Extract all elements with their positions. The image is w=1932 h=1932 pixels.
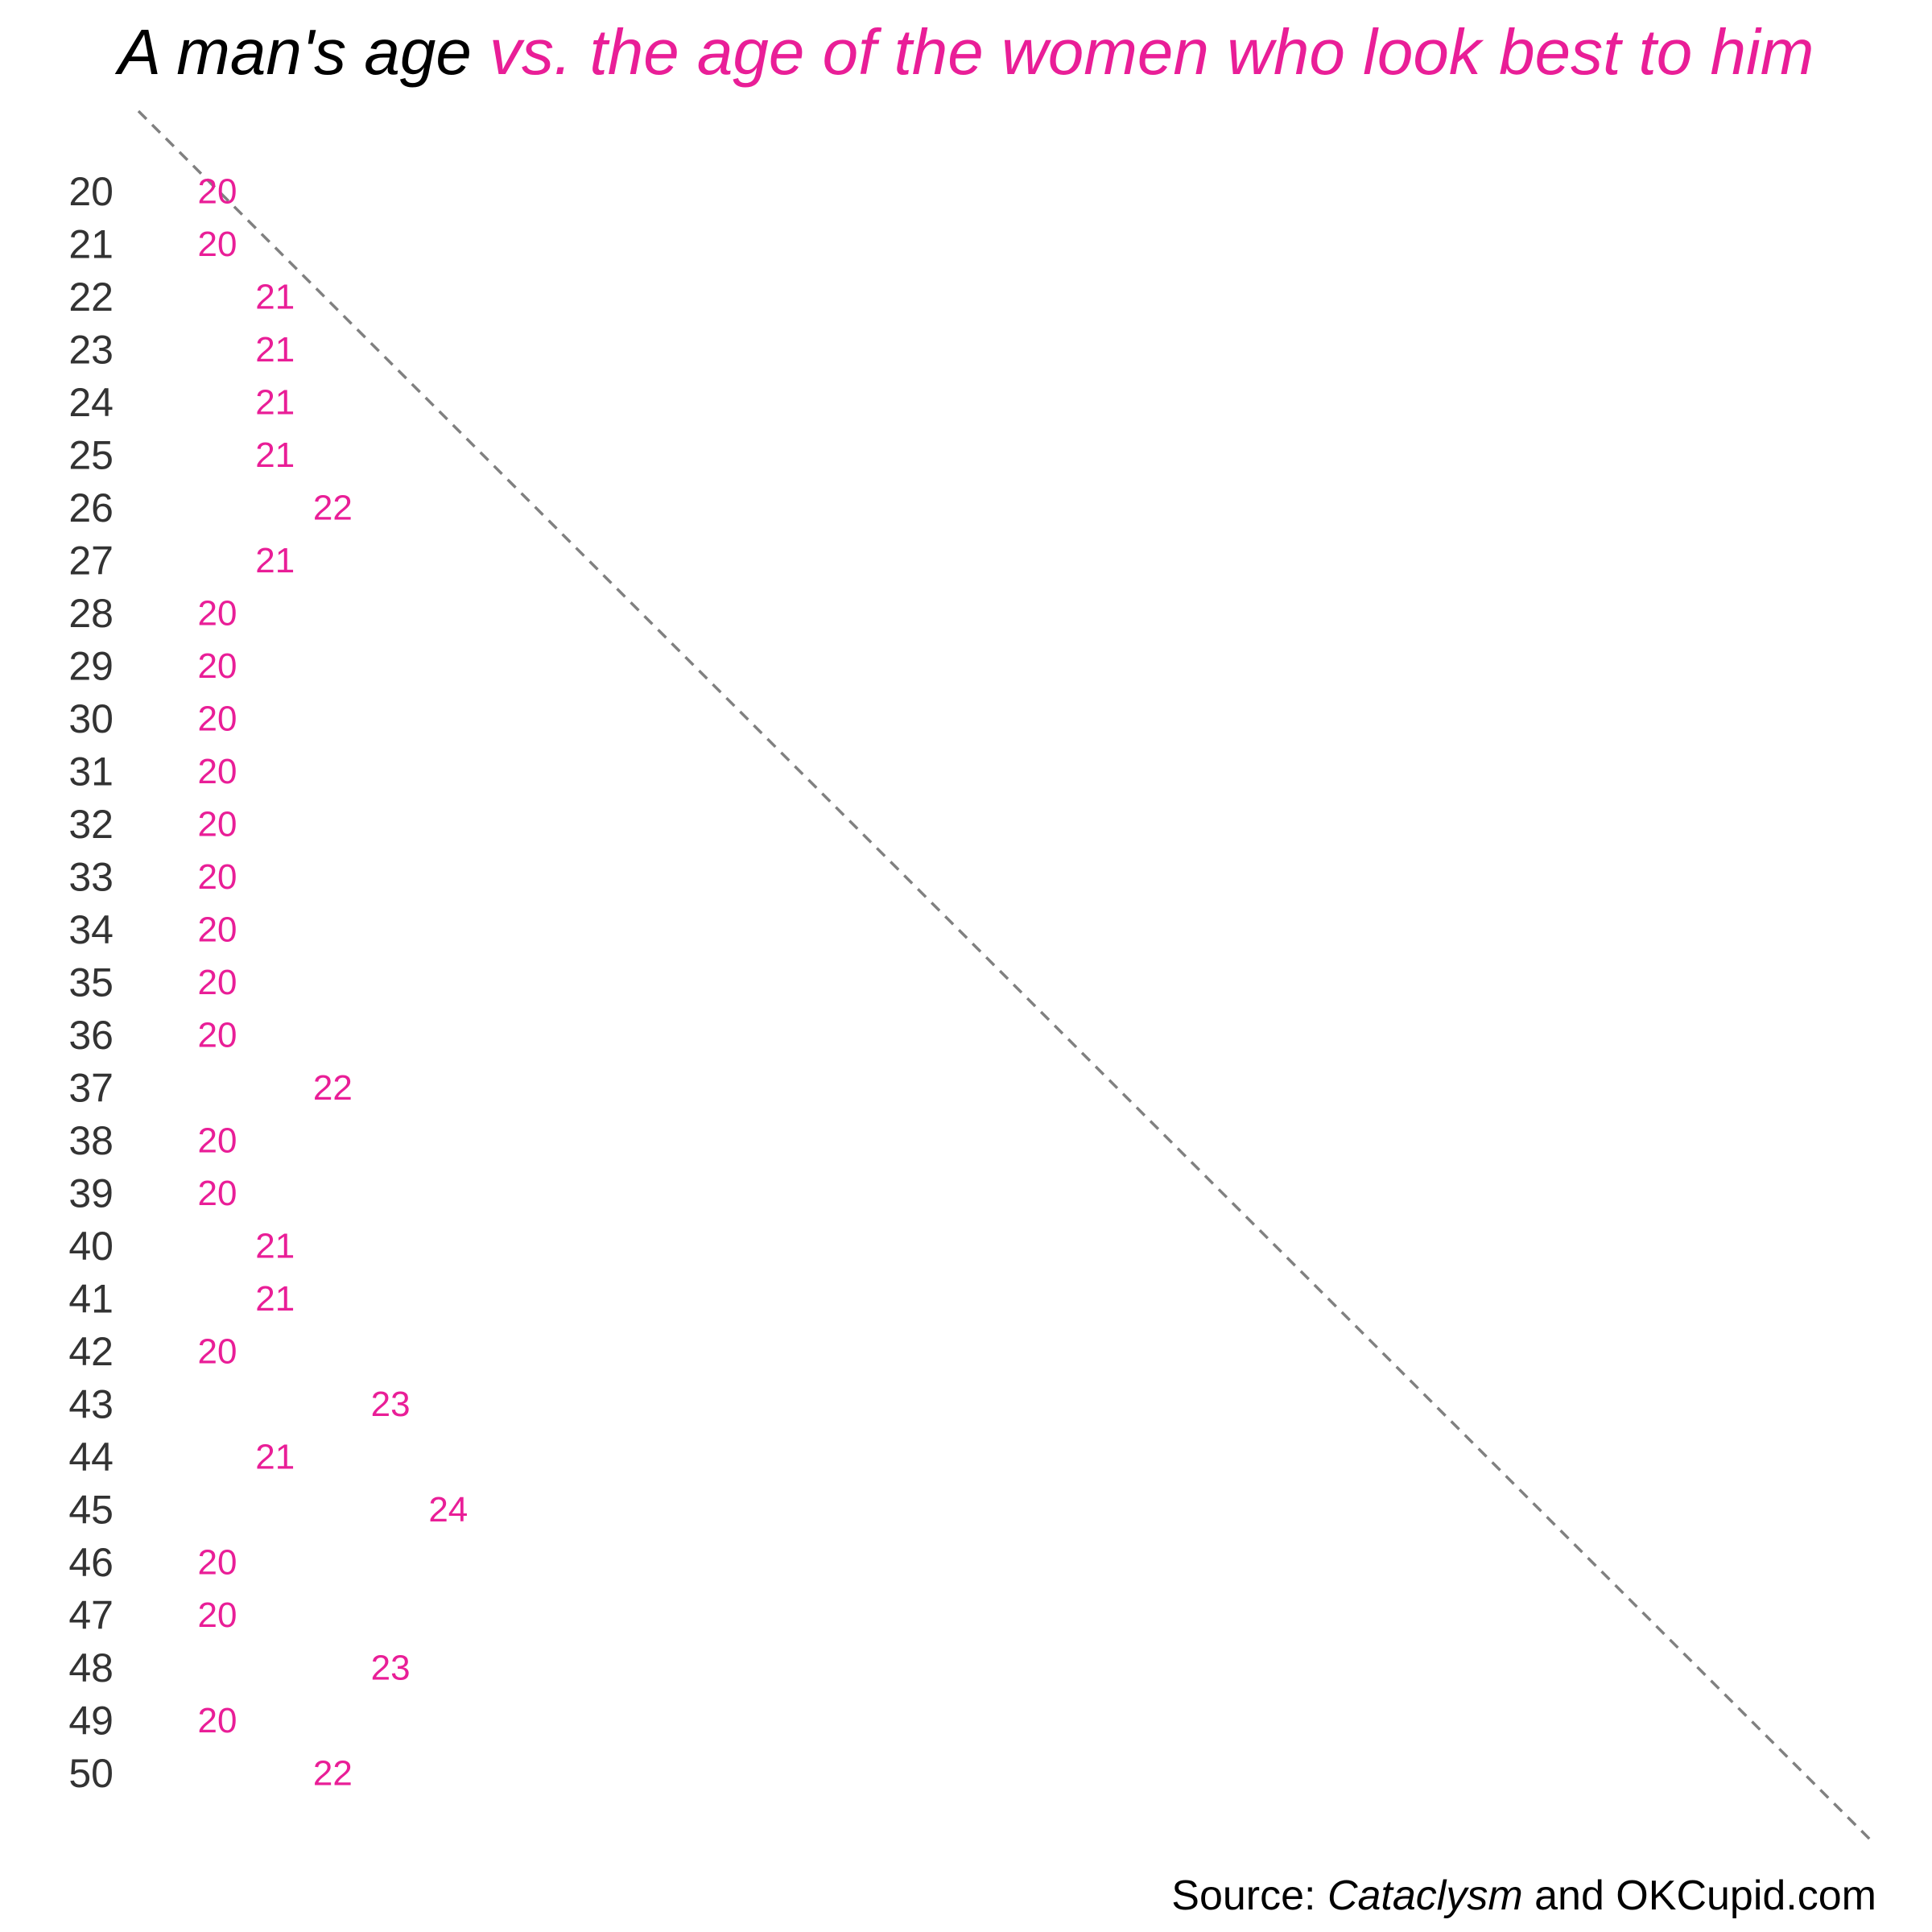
data-point-women-age: 23 [371,1649,411,1688]
data-point-women-age: 22 [313,1068,353,1108]
data-point-women-age: 20 [198,1174,237,1213]
row-label-man-age: 37 [68,1066,114,1111]
data-point-women-age: 20 [198,700,237,739]
data-point-women-age: 23 [371,1385,411,1424]
data-point-women-age: 21 [255,436,295,475]
source-note: Source: Cataclysm and OKCupid.com [1171,1872,1876,1920]
row-label-man-age: 42 [68,1329,114,1374]
data-point-women-age: 21 [255,541,295,580]
chart-title-part-1: A man's age [118,16,472,88]
row-label-man-age: 28 [68,591,114,636]
data-point-women-age: 20 [198,225,237,264]
data-point-women-age: 20 [198,1016,237,1055]
data-point-women-age: 20 [198,910,237,950]
data-point-women-age: 20 [198,1543,237,1583]
chart-title-part-2: vs. the age of the women who look best t… [471,16,1814,88]
data-point-women-age: 20 [198,1121,237,1161]
row-label-man-age: 50 [68,1751,114,1796]
row-label-man-age: 29 [68,644,114,689]
row-label-man-age: 33 [68,855,114,900]
source-prefix: Source: [1171,1872,1327,1919]
data-point-women-age: 20 [198,594,237,634]
row-label-man-age: 25 [68,433,114,478]
row-label-man-age: 46 [68,1540,114,1585]
row-label-man-age: 26 [68,485,114,530]
row-label-man-age: 40 [68,1224,114,1269]
row-label-man-age: 39 [68,1171,114,1216]
row-label-man-age: 20 [68,169,114,214]
row-label-man-age: 48 [68,1645,114,1690]
row-label-man-age: 30 [68,696,114,741]
data-point-women-age: 21 [255,1227,295,1266]
row-label-man-age: 23 [68,328,114,373]
data-point-women-age: 21 [255,1438,295,1477]
row-label-man-age: 21 [68,222,114,267]
row-label-man-age: 36 [68,1013,114,1058]
row-label-man-age: 27 [68,539,114,584]
row-label-layer: 20 21 22 23 24 25 26 27 28 29 30 31 32 33 34 35 36 37 38 39… [68,169,114,1796]
row-label-man-age: 34 [68,907,114,952]
data-point-women-age: 20 [198,1332,237,1372]
data-point-women-age: 21 [255,1279,295,1319]
data-point-women-age: 21 [255,330,295,369]
row-label-man-age: 47 [68,1593,114,1638]
reference-line-layer [137,109,1872,1841]
row-label-man-age: 22 [68,275,114,320]
data-point-women-age: 20 [198,646,237,686]
data-point-women-age: 24 [428,1490,468,1530]
data-point-women-age: 20 [198,805,237,844]
row-label-man-age: 32 [68,802,114,847]
row-label-man-age: 31 [68,749,114,795]
data-point-women-age: 20 [198,963,237,1002]
row-label-man-age: 43 [68,1382,114,1427]
value-label-layer: 20 20 21 21 21 21 22 21 20 20 20 20 20 20 20 20 20 22 20 20… [198,172,469,1794]
row-label-man-age: 41 [68,1277,114,1322]
data-point-women-age: 22 [313,1754,353,1794]
data-point-women-age: 22 [313,489,353,528]
data-point-women-age: 20 [198,1596,237,1635]
data-point-women-age: 20 [198,172,237,212]
data-point-women-age: 20 [198,752,237,791]
row-label-man-age: 38 [68,1118,114,1163]
source-suffix: and OKCupid.com [1522,1872,1876,1919]
row-label-man-age: 45 [68,1488,114,1533]
row-label-man-age: 49 [68,1699,114,1744]
row-label-man-age: 24 [68,380,114,425]
data-point-women-age: 20 [198,857,237,897]
data-point-women-age: 20 [198,1701,237,1740]
chart-title: A man's age vs. the age of the women who… [0,16,1932,89]
data-point-women-age: 21 [255,383,295,423]
row-label-man-age: 44 [68,1435,114,1480]
source-publication: Cataclysm [1327,1872,1523,1919]
data-point-women-age: 21 [255,278,295,317]
reference-diagonal-line [137,109,1872,1841]
row-label-man-age: 35 [68,960,114,1005]
